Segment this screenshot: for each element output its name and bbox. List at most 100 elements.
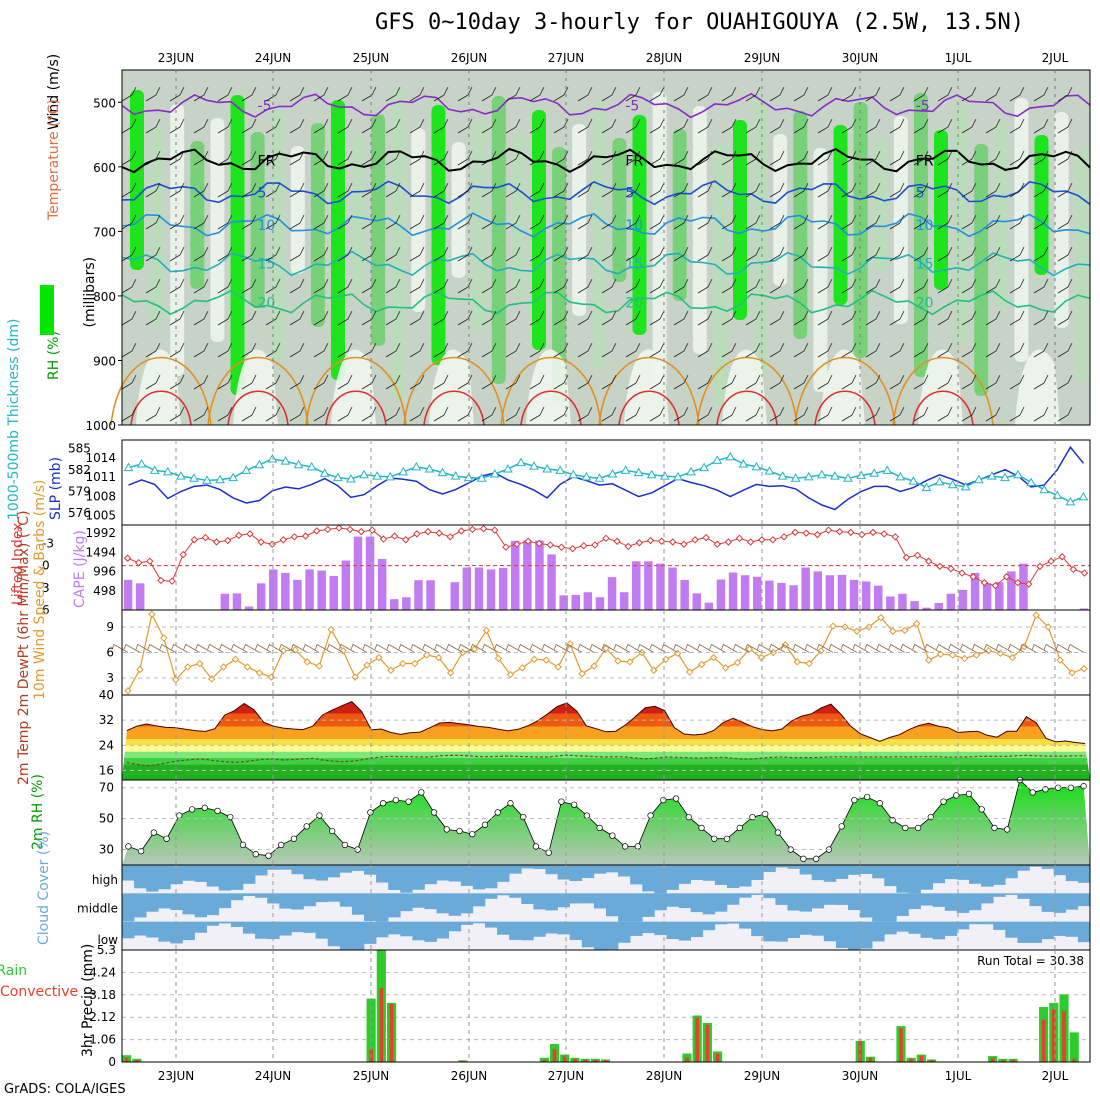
- wind-barb: [793, 86, 809, 102]
- wind-barb: [289, 86, 305, 102]
- cape-bar: [777, 582, 786, 610]
- wind-barb: [505, 86, 521, 102]
- cape-bar: [220, 593, 230, 610]
- cloud-cell: [460, 921, 474, 925]
- thickness-point: [319, 468, 330, 477]
- cape-bar: [123, 579, 133, 610]
- wind-barb: [433, 214, 449, 230]
- cloud-cell: [339, 893, 353, 907]
- wind-barb: [841, 214, 857, 230]
- cape-bar: [716, 579, 726, 610]
- thickness-point: [869, 468, 880, 477]
- cloud-cell: [339, 921, 353, 950]
- wind-speed-point: [817, 647, 825, 655]
- cloud-cell: [243, 893, 256, 897]
- cloud-cell: [702, 921, 716, 931]
- rh-plume: [813, 148, 828, 392]
- cape-bar: [293, 579, 302, 610]
- isotherm-label: -5: [625, 99, 639, 115]
- thickness-point: [1065, 496, 1076, 506]
- cape-tick: 1494: [85, 545, 116, 559]
- wind-barb: [793, 150, 809, 166]
- rh-plume: [210, 118, 225, 342]
- cape-bar: [353, 536, 363, 610]
- cloud-cell: [351, 865, 365, 871]
- thickness-tick: 585: [68, 442, 91, 456]
- wind-barb: [265, 182, 281, 198]
- wind-barb-10m: [948, 643, 965, 653]
- cape-bar: [365, 536, 375, 610]
- cloud-cell: [448, 921, 462, 932]
- wind-barb: [553, 246, 569, 262]
- rh-surface-plume: [136, 349, 181, 425]
- wind-barb: [673, 150, 689, 166]
- cape-bar: [801, 567, 810, 610]
- thickness-point: [1013, 469, 1023, 479]
- wind-barb: [769, 150, 785, 166]
- thickness-point: [568, 469, 579, 479]
- wind-barb-10m: [983, 643, 1001, 653]
- wind-speed-point: [924, 656, 933, 664]
- precip-convective-bar: [461, 1060, 465, 1062]
- cloud-cell: [194, 893, 207, 918]
- cloud-cell: [1041, 893, 1054, 912]
- cloud-cell: [182, 865, 195, 881]
- lifted-index-point: [246, 530, 254, 538]
- wind-barb: [793, 214, 809, 230]
- wind-barb: [673, 214, 689, 230]
- wind-barb: [553, 150, 569, 166]
- thickness-point: [738, 458, 749, 468]
- wind-barb: [769, 278, 785, 294]
- upper-air-frame: [121, 69, 1091, 426]
- temp-band: [122, 726, 1090, 740]
- wind-speed-point: [411, 659, 419, 668]
- rh-point: [367, 809, 374, 816]
- wind-barb-10m: [147, 643, 165, 653]
- lifted-index-point: [646, 536, 655, 545]
- rh-point: [672, 795, 680, 802]
- isotherm-25: [696, 356, 798, 426]
- wind-barb: [457, 374, 473, 390]
- wind-barb: [169, 406, 185, 422]
- cloud-cell: [848, 865, 861, 875]
- wind-barb: [817, 374, 833, 390]
- wind-barb: [289, 182, 305, 198]
- wind-barb: [577, 406, 593, 422]
- rh-plume: [954, 107, 969, 343]
- wind-barb: [433, 86, 449, 102]
- isotherm-30: [912, 390, 974, 426]
- wind-barb: [217, 374, 233, 390]
- thickness-point: [241, 465, 252, 474]
- thickness-point: [686, 466, 696, 476]
- cloud-cell: [956, 865, 970, 880]
- lifted-index-point: [813, 530, 822, 539]
- wind-barb-10m: [733, 643, 750, 653]
- wind-barb: [769, 374, 785, 390]
- wind-barb-10m: [637, 643, 655, 653]
- date-label-top: 2JUL: [1042, 51, 1069, 65]
- rh-point: [329, 827, 336, 835]
- cape-bar: [656, 563, 665, 610]
- thickness-point: [895, 471, 906, 481]
- wind-barb: [289, 118, 305, 134]
- lifted-index-point: [1013, 578, 1022, 587]
- thickness-point: [673, 471, 683, 481]
- lifted-index-point: [580, 541, 588, 550]
- rh-point: [507, 800, 514, 807]
- wind-speed-point: [733, 658, 742, 667]
- wind-barb: [529, 118, 545, 134]
- wind-barb: [193, 310, 209, 326]
- wind-barb: [145, 374, 161, 390]
- precip-frame: [121, 949, 1091, 1063]
- rh-tick: 30: [99, 843, 114, 857]
- wind-barb: [1057, 278, 1073, 294]
- rh-plume: [692, 106, 707, 354]
- wind-barb: [1057, 214, 1073, 230]
- wind-barb: [841, 182, 857, 198]
- wind-barb: [217, 182, 233, 198]
- isotherm-FR: [121, 147, 1091, 174]
- cloud-cell: [255, 921, 268, 939]
- precip-legend-total: Total / Rain: [0, 963, 27, 979]
- wind-barb-10m: [816, 643, 834, 653]
- rh-point: [1004, 826, 1011, 833]
